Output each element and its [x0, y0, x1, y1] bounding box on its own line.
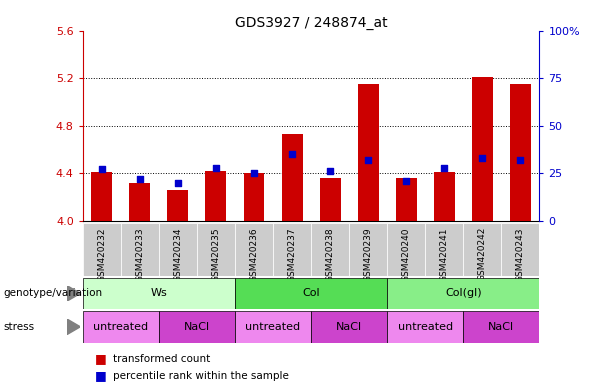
Text: GSM420236: GSM420236 [249, 227, 259, 281]
Text: untreated: untreated [398, 322, 453, 332]
Text: GSM420234: GSM420234 [173, 227, 183, 281]
Point [516, 157, 525, 163]
Polygon shape [67, 319, 80, 334]
Bar [311, 311, 387, 343]
Text: NaCl: NaCl [489, 322, 514, 332]
Bar [463, 223, 501, 276]
Bar [396, 178, 417, 221]
Bar [510, 84, 531, 221]
Text: GSM420240: GSM420240 [402, 227, 411, 281]
Bar [121, 223, 159, 276]
Text: ■: ■ [95, 369, 107, 382]
Bar [83, 223, 121, 276]
Bar [387, 278, 539, 309]
Text: untreated: untreated [245, 322, 300, 332]
Text: GSM420239: GSM420239 [364, 227, 373, 281]
Bar [159, 223, 197, 276]
Polygon shape [67, 286, 80, 301]
Point [326, 168, 335, 174]
Text: GSM420237: GSM420237 [287, 227, 297, 281]
Bar [159, 311, 235, 343]
Bar [197, 223, 235, 276]
Bar [235, 311, 311, 343]
Point [173, 180, 183, 186]
Bar [425, 223, 463, 276]
Bar [83, 311, 159, 343]
Text: Ws: Ws [151, 288, 167, 298]
Bar [235, 223, 273, 276]
Bar [129, 183, 150, 221]
Text: NaCl: NaCl [184, 322, 210, 332]
Point [135, 176, 145, 182]
Bar [463, 311, 539, 343]
Point [211, 164, 221, 170]
Point [402, 178, 411, 184]
Bar [235, 278, 387, 309]
Point [249, 170, 259, 176]
Bar [387, 311, 463, 343]
Bar [273, 223, 311, 276]
Bar [205, 171, 226, 221]
Point [97, 166, 107, 172]
Text: transformed count: transformed count [113, 354, 211, 364]
Bar [472, 77, 493, 221]
Text: stress: stress [3, 322, 34, 332]
Point [287, 151, 297, 157]
Text: NaCl: NaCl [336, 322, 362, 332]
Point [364, 157, 373, 163]
Point [440, 164, 449, 170]
Text: GSM420233: GSM420233 [135, 227, 144, 281]
Text: genotype/variation: genotype/variation [3, 288, 102, 298]
Text: GSM420242: GSM420242 [478, 227, 487, 281]
Bar [387, 223, 425, 276]
Bar [319, 178, 341, 221]
Text: percentile rank within the sample: percentile rank within the sample [113, 371, 289, 381]
Bar [311, 223, 349, 276]
Text: GSM420243: GSM420243 [516, 227, 525, 281]
Bar [167, 190, 188, 221]
Text: Col: Col [302, 288, 320, 298]
Bar [349, 223, 387, 276]
Text: GSM420232: GSM420232 [97, 227, 106, 281]
Text: GSM420235: GSM420235 [211, 227, 221, 281]
Bar [358, 84, 379, 221]
Text: GSM420241: GSM420241 [440, 227, 449, 281]
Title: GDS3927 / 248874_at: GDS3927 / 248874_at [235, 16, 387, 30]
Bar [501, 223, 539, 276]
Text: Col(gl): Col(gl) [445, 288, 482, 298]
Bar [243, 173, 264, 221]
Bar [434, 172, 455, 221]
Point [478, 155, 487, 161]
Bar [83, 278, 235, 309]
Bar [91, 172, 112, 221]
Text: GSM420238: GSM420238 [326, 227, 335, 281]
Text: untreated: untreated [93, 322, 148, 332]
Bar [281, 134, 303, 221]
Text: ■: ■ [95, 353, 107, 366]
